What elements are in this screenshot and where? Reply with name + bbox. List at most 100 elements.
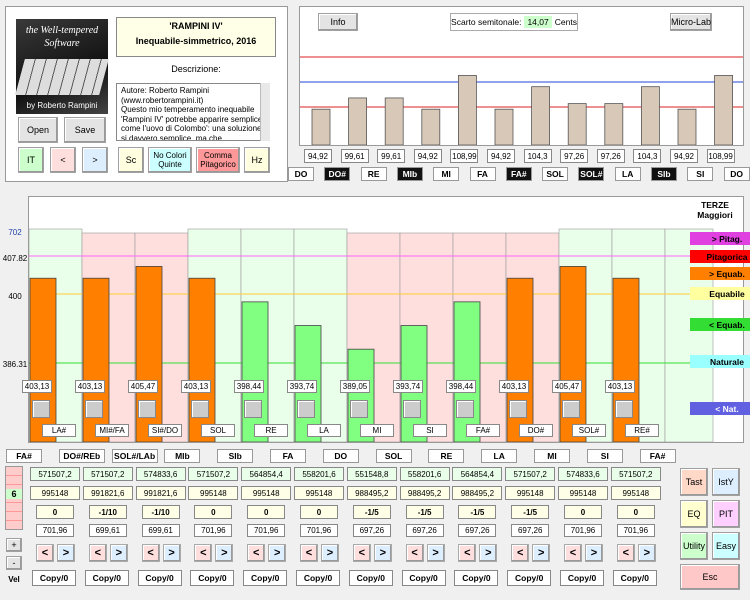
decrease-button[interactable]: < xyxy=(194,544,213,562)
increase-button[interactable]: > xyxy=(215,544,234,562)
table-cell-fraction[interactable]: 0 xyxy=(300,505,338,519)
decrease-button[interactable]: < xyxy=(352,544,371,562)
increase-button[interactable]: > xyxy=(637,544,656,562)
table-cell-fraction[interactable]: -1/10 xyxy=(141,505,180,519)
semitone-note[interactable]: MIb xyxy=(396,167,423,181)
thirds-toggle[interactable] xyxy=(32,400,50,418)
fifth-note[interactable]: FA# xyxy=(639,449,676,463)
increase-button[interactable]: > xyxy=(373,544,392,562)
semitone-note[interactable]: SIb xyxy=(651,167,677,181)
semitone-note[interactable]: DO# xyxy=(324,167,351,181)
table-cell-fraction[interactable]: -1/5 xyxy=(458,505,497,519)
table-cell-fraction[interactable]: 0 xyxy=(194,505,233,519)
fifth-note[interactable]: MI xyxy=(534,449,570,463)
thirds-toggle[interactable] xyxy=(403,400,421,418)
copy-button[interactable]: Copy/0 xyxy=(296,570,340,586)
decrease-button[interactable]: < xyxy=(564,544,582,562)
semitone-note[interactable]: FA xyxy=(469,167,496,181)
pit-button[interactable]: PIT xyxy=(712,500,740,528)
semitone-note[interactable]: SOL# xyxy=(578,167,605,181)
increase-button[interactable]: > xyxy=(479,544,498,562)
hz-button[interactable]: Hz xyxy=(244,147,270,173)
description-text[interactable]: Autore: Roberto Rampini (www.robertoramp… xyxy=(116,83,268,141)
decrease-button[interactable]: < xyxy=(88,544,107,562)
semitone-note[interactable]: SI xyxy=(687,167,714,181)
thirds-toggle[interactable] xyxy=(297,400,315,418)
minus-button[interactable]: - xyxy=(6,556,22,570)
fifth-note[interactable]: SI xyxy=(586,449,623,463)
table-cell-fraction[interactable]: 0 xyxy=(564,505,602,519)
decrease-button[interactable]: < xyxy=(141,544,160,562)
semitone-note[interactable]: DO xyxy=(288,167,314,181)
thirds-toggle[interactable] xyxy=(509,400,527,418)
table-cell-fraction[interactable]: 0 xyxy=(247,505,286,519)
thirds-toggle[interactable] xyxy=(191,400,209,418)
open-button[interactable]: Open xyxy=(18,117,58,143)
increase-button[interactable]: > xyxy=(426,544,445,562)
copy-button[interactable]: Copy/0 xyxy=(137,570,182,586)
copy-button[interactable]: Copy/0 xyxy=(454,570,499,586)
fifth-note[interactable]: LA xyxy=(481,449,518,463)
microlab-button[interactable]: Micro-Lab xyxy=(670,13,712,31)
copy-button[interactable]: Copy/0 xyxy=(190,570,235,586)
decrease-button[interactable]: < xyxy=(300,544,318,562)
semitone-note[interactable]: MI xyxy=(433,167,460,181)
fifth-note[interactable]: SOL xyxy=(375,449,412,463)
utility-button[interactable]: Utility xyxy=(680,532,708,560)
next-temperament-button[interactable]: > xyxy=(82,147,108,173)
no-colori-quinte-button[interactable]: No Colori Quinte xyxy=(148,147,192,173)
sc-button[interactable]: Sc xyxy=(118,147,144,173)
thirds-toggle[interactable] xyxy=(244,400,262,418)
semitone-note[interactable]: RE xyxy=(360,167,387,181)
esc-button[interactable]: Esc xyxy=(680,564,740,590)
fifth-note[interactable]: DO xyxy=(322,449,359,463)
increase-button[interactable]: > xyxy=(268,544,287,562)
increase-button[interactable]: > xyxy=(109,544,128,562)
decrease-button[interactable]: < xyxy=(405,544,424,562)
thirds-toggle[interactable] xyxy=(350,400,368,418)
eq-button[interactable]: EQ xyxy=(680,500,708,528)
thirds-toggle[interactable] xyxy=(138,400,156,418)
tast-button[interactable]: Tast xyxy=(680,468,708,496)
increase-button[interactable]: > xyxy=(321,544,339,562)
table-cell-fraction[interactable]: 0 xyxy=(36,505,74,519)
decrease-button[interactable]: < xyxy=(511,544,530,562)
table-cell-fraction[interactable]: -1/10 xyxy=(88,505,127,519)
table-cell-fraction[interactable]: -1/5 xyxy=(352,505,391,519)
increase-button[interactable]: > xyxy=(532,544,551,562)
table-cell-fraction[interactable]: 0 xyxy=(616,505,655,519)
copy-button[interactable]: Copy/0 xyxy=(84,570,129,586)
thirds-toggle[interactable] xyxy=(456,400,474,418)
fifth-note[interactable]: MIb xyxy=(164,449,201,463)
decrease-button[interactable]: < xyxy=(616,544,635,562)
copy-button[interactable]: Copy/0 xyxy=(32,570,76,586)
copy-button[interactable]: Copy/0 xyxy=(507,570,552,586)
isty-button[interactable]: IstY xyxy=(712,468,740,496)
copy-button[interactable]: Copy/0 xyxy=(560,570,604,586)
plus-button[interactable]: + xyxy=(6,538,22,552)
increase-button[interactable]: > xyxy=(585,544,603,562)
language-button[interactable]: IT xyxy=(18,147,44,173)
octave-indicator[interactable]: 6 xyxy=(5,466,23,530)
semitone-note[interactable]: SOL xyxy=(542,167,569,181)
save-button[interactable]: Save xyxy=(64,117,106,143)
fifth-note[interactable]: SOL#/LAb xyxy=(111,449,158,463)
thirds-toggle[interactable] xyxy=(615,400,633,418)
easy-button[interactable]: Easy xyxy=(712,532,740,560)
fifth-note[interactable]: DO#/REb xyxy=(58,449,105,463)
info-button[interactable]: Info xyxy=(318,13,358,31)
decrease-button[interactable]: < xyxy=(458,544,477,562)
copy-button[interactable]: Copy/0 xyxy=(401,570,446,586)
thirds-toggle[interactable] xyxy=(85,400,103,418)
fifth-note[interactable]: FA# xyxy=(6,449,42,463)
copy-button[interactable]: Copy/0 xyxy=(612,570,657,586)
semitone-note[interactable]: DO xyxy=(723,167,750,181)
table-cell-fraction[interactable]: -1/5 xyxy=(405,505,444,519)
semitone-note[interactable]: LA xyxy=(614,167,641,181)
increase-button[interactable]: > xyxy=(57,544,75,562)
comma-pitagorico-button[interactable]: Comma Pitagorico xyxy=(196,147,240,173)
description-scrollbar[interactable] xyxy=(260,83,270,141)
decrease-button[interactable]: < xyxy=(36,544,54,562)
increase-button[interactable]: > xyxy=(162,544,181,562)
decrease-button[interactable]: < xyxy=(247,544,266,562)
